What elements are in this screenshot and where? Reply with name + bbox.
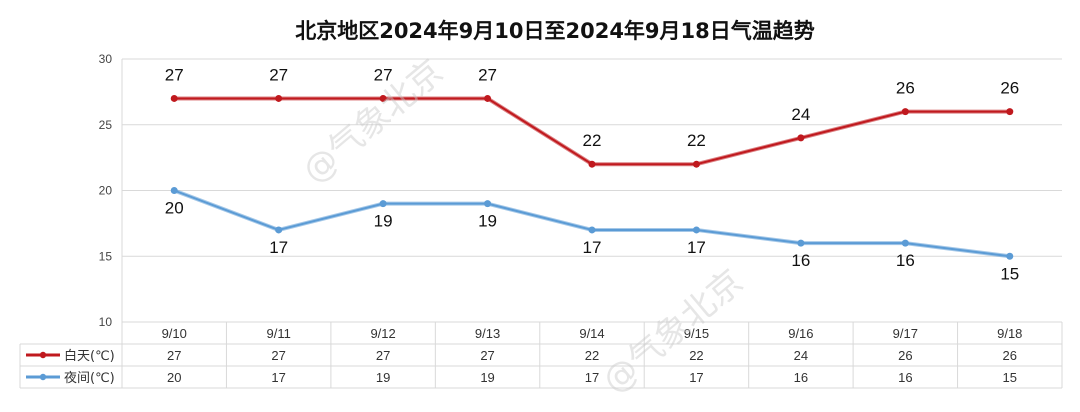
table-cell: 16 xyxy=(794,370,808,385)
y-tick-label: 10 xyxy=(99,315,113,329)
x-tick-label: 9/16 xyxy=(788,326,813,341)
data-label: 15 xyxy=(1000,264,1019,283)
data-label: 19 xyxy=(478,212,497,231)
table-cell: 26 xyxy=(898,348,912,363)
table-cell: 15 xyxy=(1003,370,1017,385)
data-label: 17 xyxy=(583,238,602,257)
data-point xyxy=(170,187,178,194)
table-cell: 26 xyxy=(1003,348,1017,363)
grid-lines: 10 15 20 25 30 xyxy=(99,52,1062,329)
data-point xyxy=(901,108,909,116)
data-point xyxy=(1006,108,1014,116)
data-point xyxy=(1006,252,1014,260)
x-tick-label: 9/13 xyxy=(475,326,500,341)
data-label: 22 xyxy=(687,131,706,150)
table-cell: 27 xyxy=(376,348,390,363)
watermark: @气象北京@气象北京 xyxy=(295,52,751,402)
data-label: 26 xyxy=(1000,79,1019,98)
table-cell: 27 xyxy=(271,348,285,363)
data-point xyxy=(379,200,387,208)
data-point xyxy=(901,239,909,247)
data-label: 20 xyxy=(165,199,184,218)
data-point xyxy=(275,94,283,102)
watermark-text: @气象北京 xyxy=(595,262,751,402)
data-point xyxy=(797,239,805,247)
legend-marker-2 xyxy=(39,373,47,381)
table-cell: 27 xyxy=(480,348,494,363)
table-cell: 20 xyxy=(167,370,181,385)
chart-title: 北京地区2024年9月10日至2024年9月18日气温趋势 xyxy=(295,19,815,43)
x-tick-label: 9/10 xyxy=(162,326,187,341)
data-label: 16 xyxy=(791,251,810,270)
data-point xyxy=(379,94,387,102)
x-tick-label: 9/11 xyxy=(266,326,290,341)
y-tick-label: 25 xyxy=(99,118,113,132)
data-point xyxy=(692,160,700,168)
table-cell: 19 xyxy=(480,370,494,385)
y-tick-label: 30 xyxy=(99,52,113,66)
data-label: 27 xyxy=(269,65,288,84)
data-label: 24 xyxy=(791,105,810,124)
data-label: 19 xyxy=(374,212,393,231)
table-cell: 24 xyxy=(794,348,808,363)
data-label: 27 xyxy=(374,65,393,84)
series-name-1: 白天(℃) xyxy=(64,348,115,364)
data-point xyxy=(170,94,178,102)
table-cell: 22 xyxy=(585,348,599,363)
x-tick-label: 9/18 xyxy=(997,326,1022,341)
x-tick-label: 9/15 xyxy=(684,326,709,341)
table-cell: 16 xyxy=(898,370,912,385)
x-tick-label: 9/17 xyxy=(893,326,918,341)
data-label: 27 xyxy=(478,65,497,84)
data-label: 27 xyxy=(165,65,184,84)
table-cell: 22 xyxy=(689,348,703,363)
data-point xyxy=(588,226,596,234)
y-tick-label: 20 xyxy=(99,184,113,198)
table-cell: 17 xyxy=(271,370,285,385)
table-cell: 19 xyxy=(376,370,390,385)
data-label: 17 xyxy=(687,238,706,257)
data-label: 22 xyxy=(583,131,602,150)
data-point xyxy=(588,160,596,168)
data-point xyxy=(692,226,700,234)
data-labels: 27 27 27 27 22 22 24 26 26 20 17 19 19 17 17 16 16 15 xyxy=(165,65,1019,283)
data-table: 9/10 9/11 9/12 9/13 9/14 9/15 9/16 9/17 9/18 白天(℃… xyxy=(19,321,1063,389)
data-point xyxy=(797,134,805,142)
table-cell: 17 xyxy=(689,370,703,385)
data-point xyxy=(275,226,283,234)
x-tick-label: 9/14 xyxy=(579,326,604,341)
data-point xyxy=(484,94,492,102)
data-point xyxy=(484,200,492,208)
data-label: 17 xyxy=(269,238,288,257)
legend-marker-1 xyxy=(39,351,47,359)
series-name-2: 夜间(℃) xyxy=(64,371,115,386)
y-tick-label: 15 xyxy=(99,249,113,263)
table-cell: 17 xyxy=(585,370,599,385)
x-tick-label: 9/12 xyxy=(370,326,395,341)
table-cell: 27 xyxy=(167,348,181,363)
data-label: 26 xyxy=(896,79,915,98)
series-lines xyxy=(170,94,1014,260)
data-label: 16 xyxy=(896,251,915,270)
